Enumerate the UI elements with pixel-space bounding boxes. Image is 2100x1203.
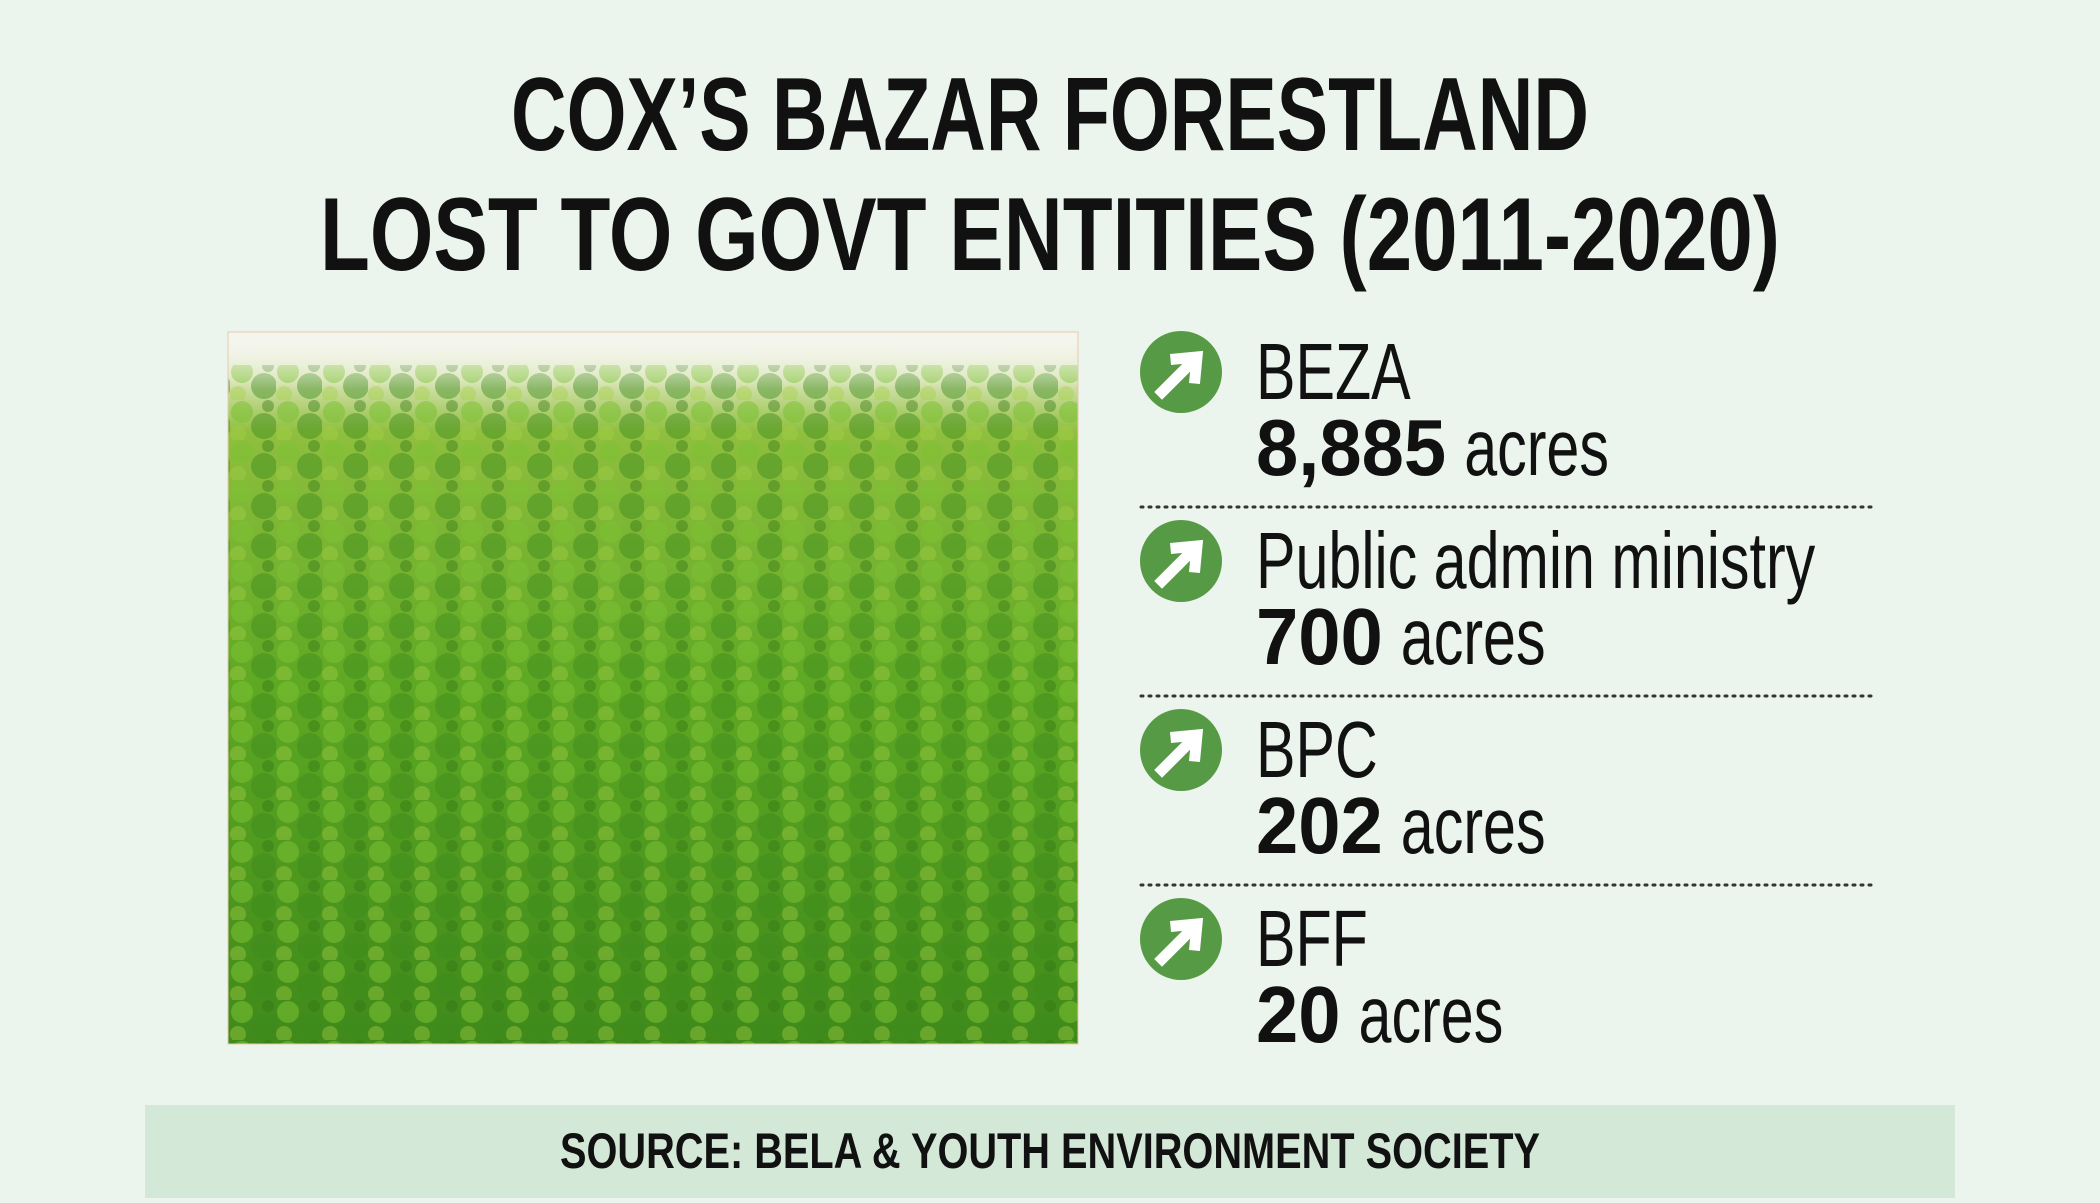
item-unit: acres bbox=[1464, 403, 1609, 492]
item-amount: 8,885 bbox=[1256, 403, 1446, 492]
arrow-icon bbox=[1154, 917, 1204, 967]
item-amount: 700 bbox=[1256, 592, 1383, 681]
item-unit: acres bbox=[1359, 970, 1504, 1059]
title: COX’S BAZAR FORESTLAND bbox=[511, 57, 1589, 173]
source: SOURCE: BELA & YOUTH ENVIRONMENT SOCIETY bbox=[560, 1123, 1540, 1179]
item-unit: acres bbox=[1401, 781, 1546, 870]
item-unit: acres bbox=[1401, 592, 1546, 681]
item-name: BPC bbox=[1256, 705, 1378, 794]
item-name: BFF bbox=[1256, 894, 1368, 983]
arrow-icon bbox=[1154, 728, 1204, 778]
forest-photo bbox=[227, 331, 1079, 1045]
item-name: BEZA bbox=[1256, 327, 1411, 416]
source-band bbox=[145, 1105, 1955, 1198]
arrow-icon bbox=[1154, 350, 1204, 400]
title: LOST TO GOVT ENTITIES (2011-2020) bbox=[320, 177, 1780, 293]
item-amount: 202 bbox=[1256, 781, 1383, 870]
arrow-icon bbox=[1154, 539, 1204, 589]
item-name: Public admin ministry bbox=[1256, 516, 1815, 605]
item-amount: 20 bbox=[1256, 970, 1341, 1059]
